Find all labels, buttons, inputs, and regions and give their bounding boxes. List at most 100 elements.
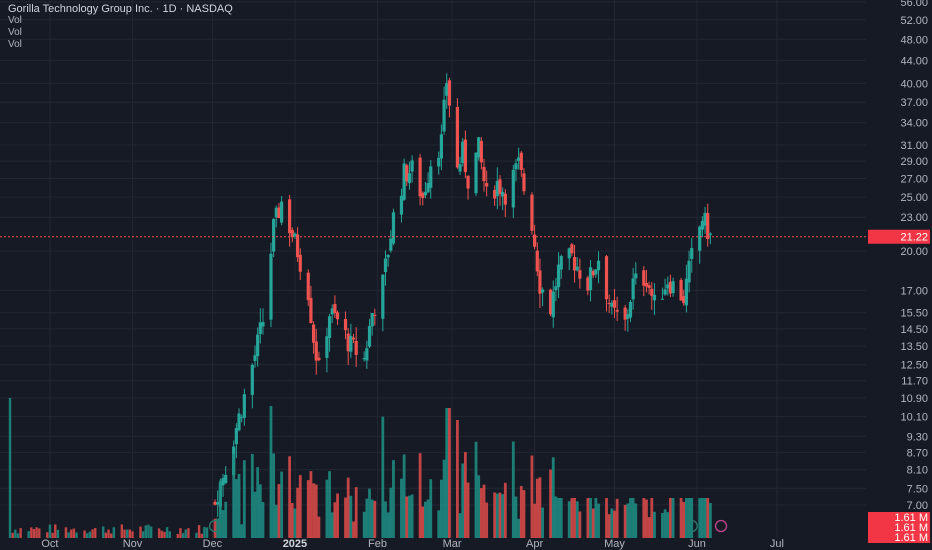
candle-body bbox=[306, 272, 310, 301]
candle-body bbox=[461, 141, 465, 164]
volume-bar bbox=[14, 529, 17, 538]
volume-indicator-label[interactable]: Vol bbox=[8, 39, 22, 50]
volume-bar bbox=[368, 488, 371, 538]
candle-body bbox=[429, 166, 433, 188]
y-tick-label: 10.10 bbox=[900, 411, 928, 423]
volume-bar bbox=[429, 479, 433, 538]
candle-body bbox=[682, 296, 686, 304]
volume-indicator-label[interactable]: Vol bbox=[8, 15, 22, 26]
candle-body bbox=[607, 302, 611, 304]
y-tick-label: 37.00 bbox=[900, 97, 928, 109]
candle-body bbox=[298, 254, 302, 272]
volume-bar bbox=[511, 441, 515, 538]
candle-body bbox=[615, 309, 619, 312]
volume-bar bbox=[410, 494, 414, 538]
candle-body bbox=[535, 250, 539, 272]
candle-body bbox=[650, 288, 654, 296]
candle-body bbox=[514, 163, 518, 170]
volume-bar bbox=[607, 514, 611, 538]
candle-body bbox=[495, 180, 499, 196]
candle-body bbox=[466, 175, 470, 189]
event-marker-icon bbox=[685, 519, 698, 533]
volume-bar bbox=[200, 533, 203, 538]
volume-bar bbox=[477, 475, 481, 538]
volume-bar bbox=[46, 532, 49, 538]
volume-bar bbox=[256, 467, 260, 538]
volume-bar bbox=[642, 498, 646, 538]
volume-bar bbox=[567, 501, 571, 538]
candle-body bbox=[296, 234, 300, 258]
volume-bar bbox=[168, 531, 171, 538]
volume-bar bbox=[501, 494, 505, 538]
candle-body bbox=[559, 256, 563, 270]
candle-body bbox=[354, 340, 358, 355]
volume-bar bbox=[485, 502, 489, 538]
volume-bar bbox=[336, 493, 339, 538]
volume-bar bbox=[517, 518, 521, 538]
volume-bar bbox=[54, 524, 57, 538]
candle-body bbox=[533, 234, 537, 247]
candle-body bbox=[666, 284, 670, 289]
candle-body bbox=[570, 244, 574, 254]
candle-body bbox=[567, 248, 571, 259]
volume-bar bbox=[706, 498, 710, 538]
volume-bar bbox=[669, 498, 672, 538]
volume-bar bbox=[197, 525, 201, 538]
volume-bar bbox=[179, 528, 182, 538]
x-tick-label: Feb bbox=[368, 538, 387, 550]
volume-bar bbox=[344, 497, 347, 538]
chart-header: Gorilla Technology Group Inc. · 1D · NAS… bbox=[8, 3, 233, 51]
volume-bar bbox=[242, 460, 246, 538]
candle-body bbox=[703, 212, 707, 226]
volume-bar bbox=[221, 510, 225, 538]
y-tick-label: 17.00 bbox=[900, 285, 928, 297]
volume-bar bbox=[708, 502, 712, 538]
candle-body bbox=[482, 166, 486, 182]
volume-bar bbox=[312, 483, 315, 538]
y-tick-label: 44.00 bbox=[900, 55, 928, 67]
volume-bar bbox=[88, 531, 92, 538]
candle-body bbox=[631, 278, 635, 300]
candle-body bbox=[708, 233, 712, 235]
volume-bar bbox=[163, 531, 166, 538]
volume-bar bbox=[35, 527, 38, 538]
volume-bar bbox=[597, 503, 600, 538]
last-price-label-bg bbox=[868, 229, 930, 244]
candle-body bbox=[280, 201, 284, 223]
volume-bar bbox=[72, 528, 76, 538]
volume-bar bbox=[551, 457, 555, 538]
y-tick-label: 31.00 bbox=[900, 140, 928, 152]
candle-body bbox=[410, 160, 414, 172]
candle-body bbox=[277, 207, 281, 219]
x-tick-label: Oct bbox=[41, 538, 58, 550]
symbol-title[interactable]: Gorilla Technology Group Inc. · 1D · NAS… bbox=[8, 3, 233, 15]
candle-body bbox=[652, 294, 657, 301]
volume-bar bbox=[440, 479, 443, 538]
candle-body bbox=[644, 283, 649, 287]
candle-body bbox=[423, 191, 428, 196]
volume-bar bbox=[514, 496, 518, 538]
candle-body bbox=[588, 267, 593, 291]
candle-body bbox=[698, 226, 702, 251]
volume-bar bbox=[634, 503, 638, 538]
candle-body bbox=[290, 229, 294, 238]
volume-bar bbox=[373, 500, 377, 538]
volume-bar bbox=[535, 478, 539, 538]
candle-body bbox=[647, 285, 651, 288]
volume-bar bbox=[27, 531, 30, 538]
y-tick-label: 48.00 bbox=[900, 34, 928, 46]
volume-indicator-label[interactable]: Vol bbox=[8, 27, 22, 38]
volume-bar bbox=[679, 498, 683, 538]
volume-bar bbox=[333, 502, 337, 538]
candle-body bbox=[458, 164, 462, 172]
candle-body bbox=[530, 194, 534, 231]
y-tick-label: 23.00 bbox=[900, 212, 928, 224]
x-tick-label: Apr bbox=[526, 538, 543, 550]
x-tick-label: May bbox=[604, 538, 625, 550]
candle-body bbox=[690, 248, 694, 260]
volume-bar bbox=[557, 498, 560, 538]
y-tick-label: 56.00 bbox=[900, 0, 928, 9]
volume-bar bbox=[498, 492, 502, 538]
